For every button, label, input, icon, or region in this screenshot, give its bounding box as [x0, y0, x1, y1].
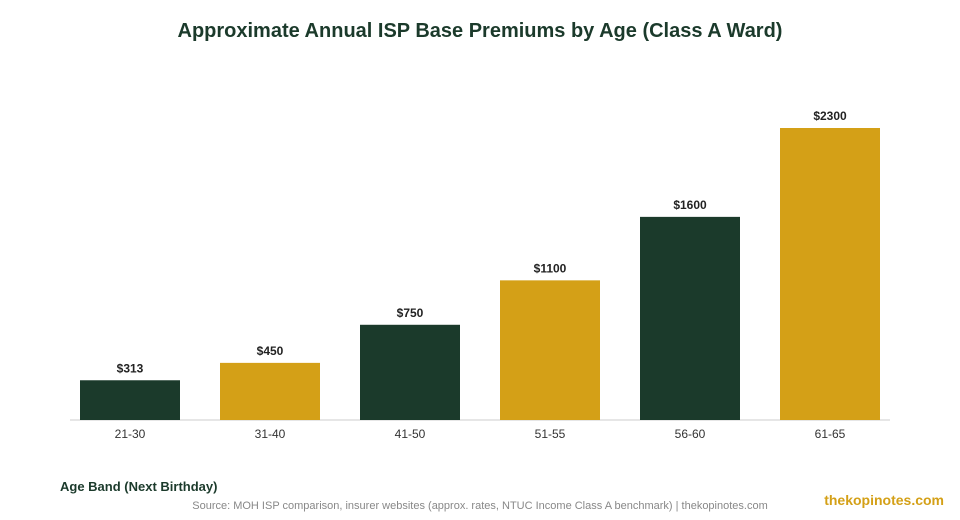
- value-label-61-65: $2300: [813, 109, 847, 123]
- chart-title: Approximate Annual ISP Base Premiums by …: [177, 20, 783, 42]
- bar-31-40: [220, 362, 320, 420]
- value-labels-group: $313 $450 $750 $1100 $1600 $2300: [117, 109, 847, 375]
- tick-labels-group: 21-30 31-40 41-50 51-55 56-60 61-65: [115, 427, 846, 441]
- source-note: Source: MOH ISP comparison, insurer webs…: [192, 500, 768, 512]
- x-axis-title: Age Band (Next Birthday): [60, 479, 218, 494]
- bar-41-50: [360, 324, 460, 420]
- x-tick-label-51-55: 51-55: [535, 427, 566, 441]
- x-tick-label-56-60: 56-60: [675, 427, 706, 441]
- value-label-56-60: $1600: [673, 198, 707, 212]
- bar-61-65: [780, 128, 880, 420]
- value-label-51-55: $1100: [534, 261, 567, 275]
- bar-51-55: [500, 280, 600, 420]
- value-label-41-50: $750: [397, 306, 424, 320]
- value-label-21-30: $313: [117, 361, 144, 375]
- x-tick-label-61-65: 61-65: [815, 427, 846, 441]
- bars-group: [80, 128, 880, 420]
- x-tick-label-21-30: 21-30: [115, 427, 146, 441]
- x-tick-label-41-50: 41-50: [395, 427, 426, 441]
- x-tick-label-31-40: 31-40: [255, 427, 286, 441]
- watermark[interactable]: thekopinotes.com: [824, 492, 944, 508]
- bar-56-60: [640, 216, 740, 420]
- value-label-31-40: $450: [257, 344, 284, 358]
- bar-21-30: [80, 380, 180, 420]
